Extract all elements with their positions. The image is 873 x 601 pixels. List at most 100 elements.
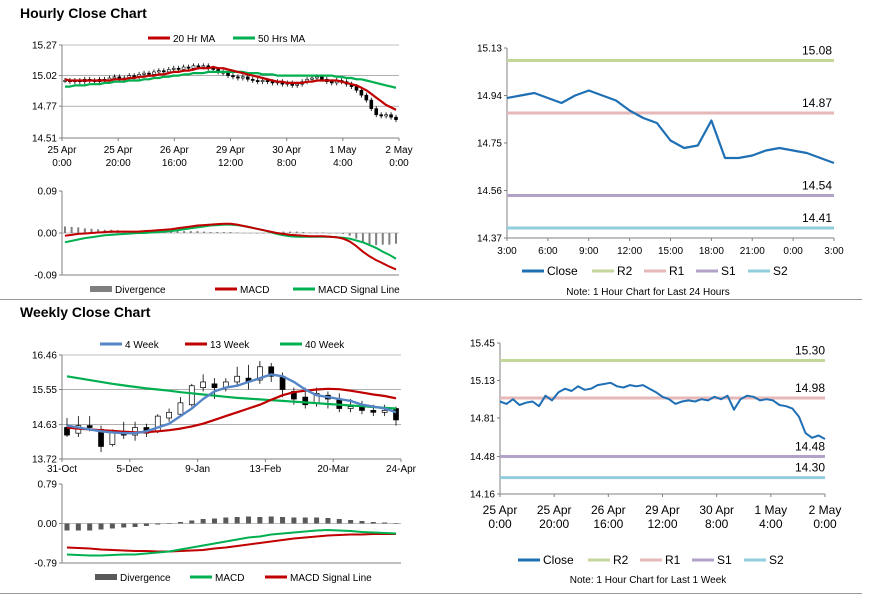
divergence-bar <box>395 233 397 244</box>
x-tick-label: 26 Apr <box>160 145 190 156</box>
divergence-bar <box>90 228 93 233</box>
x-tick-label: 6:00 <box>538 246 558 257</box>
candle-body <box>63 80 67 82</box>
candle-body <box>257 366 263 381</box>
x-tick-label: 12:00 <box>647 517 677 531</box>
candle-body <box>384 114 388 117</box>
candle-body <box>374 108 379 116</box>
candle-body <box>132 75 136 78</box>
x-tick-label: 1 May <box>329 145 356 156</box>
level-s2-label: 14.41 <box>802 211 832 225</box>
divergence-bar <box>348 233 351 236</box>
y-tick-label: 15.45 <box>470 339 495 350</box>
candle-body <box>166 411 172 419</box>
legend-label: 4 Week <box>125 340 160 351</box>
level-s1-label: 14.54 <box>802 179 832 193</box>
divergence-bar <box>348 520 354 524</box>
candle-body <box>177 402 184 415</box>
candle-body <box>295 83 299 86</box>
divergence-bar <box>64 523 70 531</box>
divergence-bar <box>388 233 391 245</box>
divergence-bar <box>291 517 297 524</box>
x-tick-label: 24-Apr <box>386 464 417 475</box>
x-tick-label: 30 Apr <box>699 503 734 517</box>
divergence-bar <box>98 523 104 530</box>
legend-label: R2 <box>617 264 633 278</box>
legend-label: MACD <box>240 285 269 296</box>
x-tick-label: 20:00 <box>106 158 131 169</box>
ma20-line <box>64 65 397 111</box>
y-tick-label: 15.27 <box>32 41 57 52</box>
level-r1-label: 14.98 <box>795 381 825 395</box>
divergence-bar <box>308 232 311 234</box>
x-tick-label: 1 May <box>754 503 787 517</box>
ma13-line <box>66 387 397 434</box>
divergence-bar <box>282 231 285 233</box>
y-tick-label: 0.79 <box>38 480 58 491</box>
candle-body <box>157 70 161 73</box>
divergence-bar <box>314 517 320 524</box>
candle-body <box>171 67 176 70</box>
signal-line <box>66 533 396 553</box>
x-tick-label: 25 Apr <box>483 503 518 517</box>
divergence-bar <box>77 227 80 233</box>
divergence-bar <box>189 520 195 524</box>
level-r2-label: 15.30 <box>795 344 825 358</box>
y-tick-label: 15.13 <box>477 44 502 55</box>
legend-label: MACD Signal Line <box>290 573 372 584</box>
divergence-bar <box>229 232 232 233</box>
candle-body <box>147 72 151 75</box>
close-line <box>499 381 826 440</box>
y-tick-label: 0.00 <box>38 519 58 530</box>
divergence-bar <box>295 231 298 233</box>
chart-note: Note: 1 Hour Chart for Last 1 Week <box>570 575 728 586</box>
candle-body <box>359 89 364 96</box>
x-tick-label: 16:00 <box>162 158 187 169</box>
divergence-bar <box>70 226 73 233</box>
x-tick-label: 0:00 <box>52 158 72 169</box>
legend-label: R1 <box>669 264 685 278</box>
divergence-bar <box>382 522 388 524</box>
candle-body <box>268 366 275 377</box>
legend-label: Divergence <box>115 285 166 296</box>
divergence-bar <box>342 233 345 234</box>
divergence-bar <box>132 523 138 527</box>
x-tick-label: 25 Apr <box>537 503 572 517</box>
x-tick-label: 8:00 <box>277 158 297 169</box>
x-tick-label: 12:00 <box>218 158 243 169</box>
divergence-bar <box>302 517 308 524</box>
divergence-bar <box>280 517 286 524</box>
macd-line <box>66 529 397 557</box>
candle-body <box>226 72 230 76</box>
divergence-bar <box>216 232 219 233</box>
macd-line <box>64 222 397 271</box>
divergence-bar <box>83 228 86 233</box>
candle-body <box>196 65 201 68</box>
y-tick-label: 14.51 <box>32 134 57 145</box>
legend-label: 40 Week <box>305 340 345 351</box>
candle-body <box>162 70 166 73</box>
x-tick-label: 21:00 <box>740 246 765 257</box>
x-tick-label: 9-Jan <box>185 464 210 475</box>
y-tick-label: 16.46 <box>32 351 57 362</box>
divergence-bar <box>242 233 245 234</box>
x-tick-label: 2 May <box>809 503 842 517</box>
divergence-bar <box>255 233 258 234</box>
x-tick-label: 13-Feb <box>250 464 282 475</box>
x-tick-label: 3:00 <box>497 246 517 257</box>
candle-body <box>347 406 354 409</box>
legend-label: S1 <box>721 264 736 278</box>
ma4-line <box>66 373 397 435</box>
candle-body <box>86 425 93 428</box>
x-tick-label: 3:00 <box>824 246 844 257</box>
divergence-bar <box>355 233 358 239</box>
bottom-divider <box>0 593 862 594</box>
divergence-bar <box>75 523 81 531</box>
candle-body <box>381 410 388 413</box>
candle-body <box>302 396 309 406</box>
legend-label: MACD Signal Line <box>318 285 400 296</box>
divergence-bar <box>368 233 371 245</box>
